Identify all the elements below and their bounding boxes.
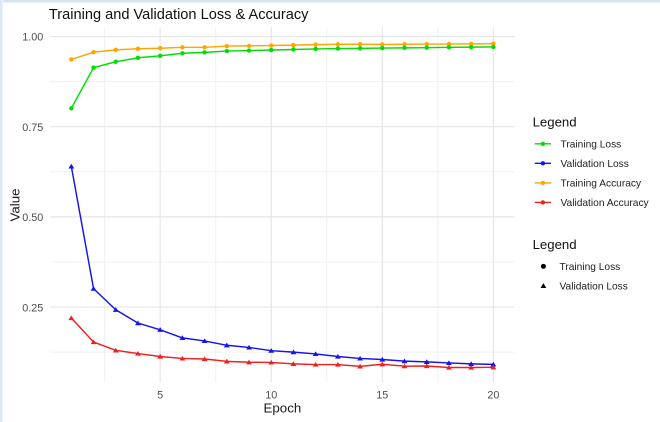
- svg-text:Training Loss: Training Loss: [560, 262, 621, 273]
- svg-text:Legend: Legend: [533, 237, 577, 252]
- svg-text:Value: Value: [8, 188, 23, 221]
- svg-text:0.25: 0.25: [22, 302, 43, 314]
- svg-text:Validation Loss: Validation Loss: [561, 159, 629, 170]
- svg-text:Validation Accuracy: Validation Accuracy: [561, 198, 650, 209]
- svg-text:Epoch: Epoch: [264, 400, 302, 415]
- svg-text:0.75: 0.75: [22, 122, 43, 134]
- svg-text:0.50: 0.50: [22, 212, 43, 224]
- svg-text:Validation Loss: Validation Loss: [560, 281, 628, 292]
- svg-text:15: 15: [376, 390, 388, 402]
- svg-text:Training Accuracy: Training Accuracy: [561, 179, 642, 190]
- svg-text:Training and Validation Loss &: Training and Validation Loss & Accuracy: [49, 7, 309, 23]
- svg-text:20: 20: [487, 390, 499, 402]
- svg-text:1.00: 1.00: [22, 32, 43, 44]
- svg-text:Training Loss: Training Loss: [561, 140, 622, 151]
- svg-text:5: 5: [157, 390, 163, 402]
- svg-text:Legend: Legend: [533, 114, 577, 129]
- svg-text:10: 10: [265, 390, 277, 402]
